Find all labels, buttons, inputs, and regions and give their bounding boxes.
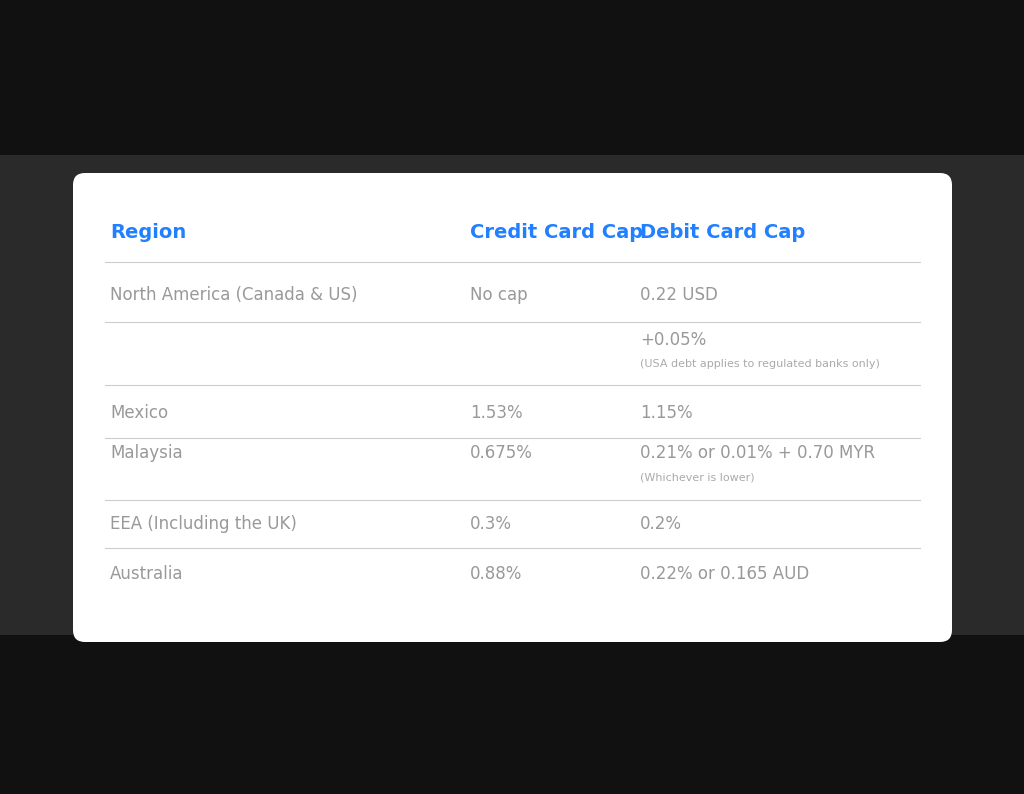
Text: 0.2%: 0.2%: [640, 515, 682, 533]
Text: 0.22% or 0.165 AUD: 0.22% or 0.165 AUD: [640, 565, 809, 583]
Text: North America (Canada & US): North America (Canada & US): [110, 286, 357, 304]
Text: 1.15%: 1.15%: [640, 404, 692, 422]
Text: Debit Card Cap: Debit Card Cap: [640, 222, 805, 241]
Text: (Whichever is lower): (Whichever is lower): [640, 472, 755, 482]
Text: 0.675%: 0.675%: [470, 444, 532, 462]
Text: +0.05%: +0.05%: [640, 331, 707, 349]
Text: EEA (Including the UK): EEA (Including the UK): [110, 515, 297, 533]
Text: Malaysia: Malaysia: [110, 444, 182, 462]
Text: No cap: No cap: [470, 286, 527, 304]
Text: 0.88%: 0.88%: [470, 565, 522, 583]
Text: 0.3%: 0.3%: [470, 515, 512, 533]
Text: 1.53%: 1.53%: [470, 404, 522, 422]
Text: Region: Region: [110, 222, 186, 241]
Text: Mexico: Mexico: [110, 404, 168, 422]
FancyBboxPatch shape: [73, 173, 952, 642]
FancyBboxPatch shape: [0, 155, 1024, 635]
Text: 0.22 USD: 0.22 USD: [640, 286, 718, 304]
Text: Credit Card Cap: Credit Card Cap: [470, 222, 643, 241]
Text: (USA debt applies to regulated banks only): (USA debt applies to regulated banks onl…: [640, 359, 880, 369]
Text: 0.21% or 0.01% + 0.70 MYR: 0.21% or 0.01% + 0.70 MYR: [640, 444, 876, 462]
Text: Australia: Australia: [110, 565, 183, 583]
